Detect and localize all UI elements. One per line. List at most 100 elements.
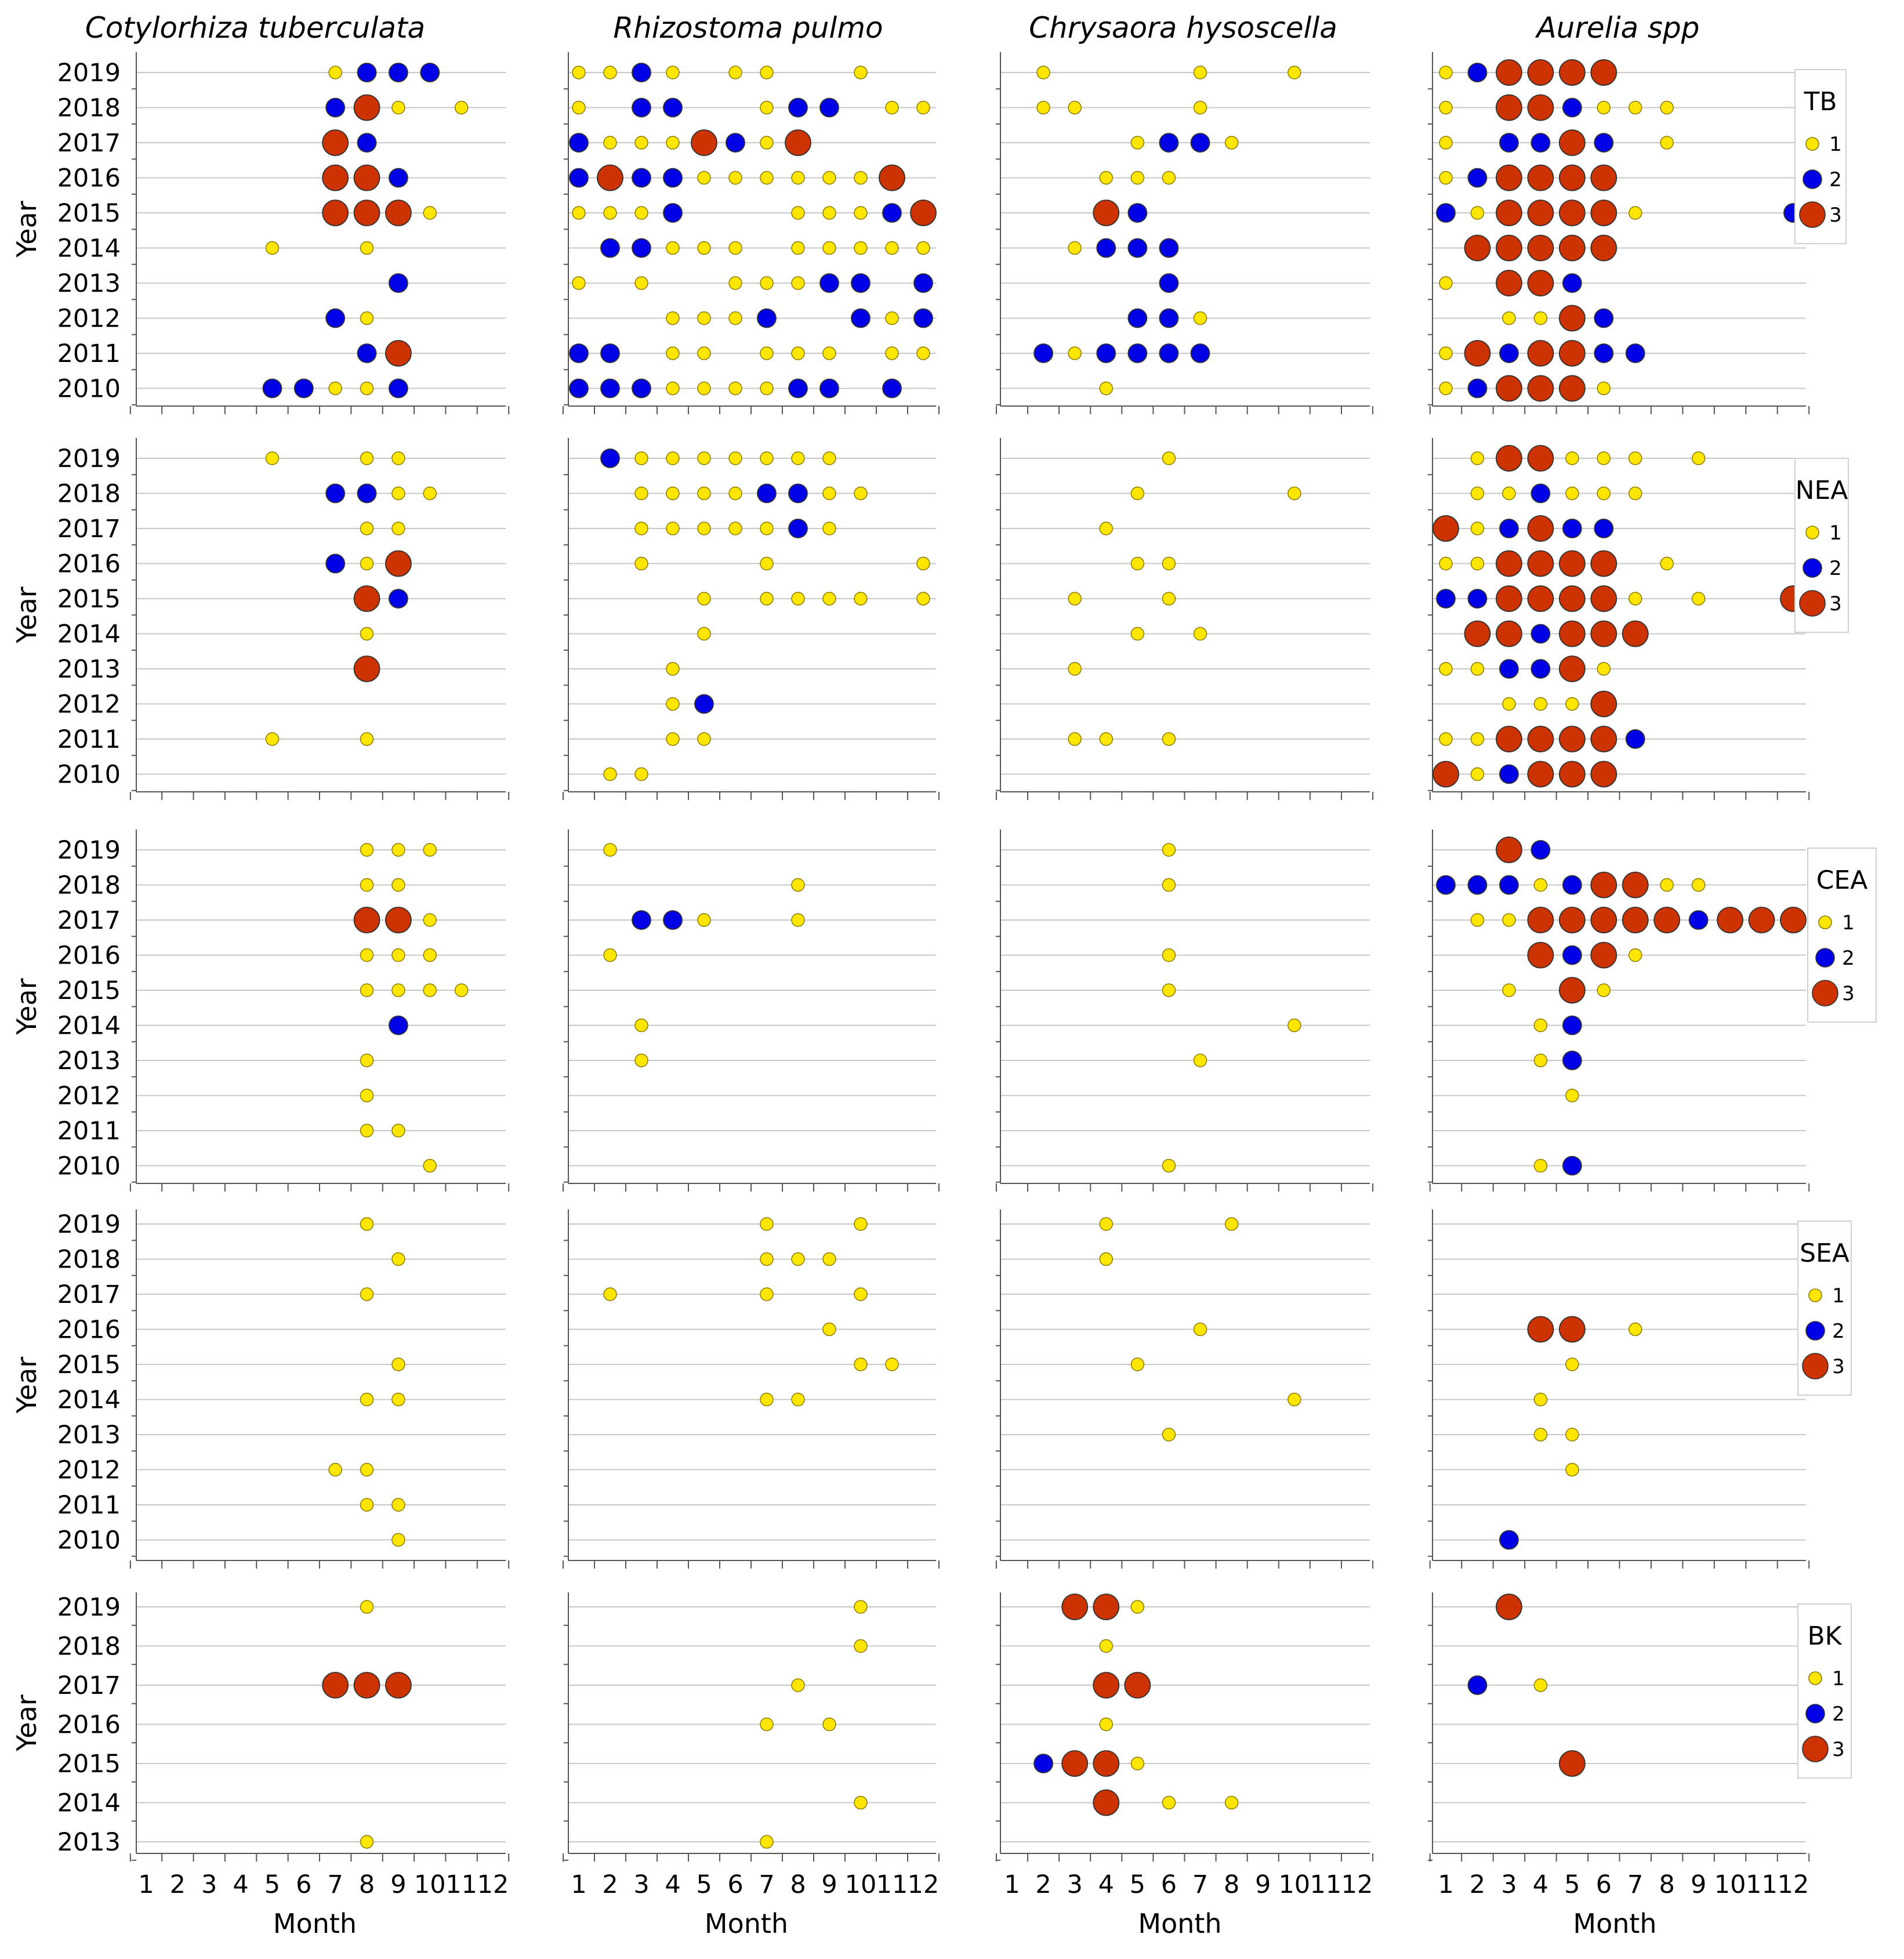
data-point-nea-2016-m3 — [1496, 550, 1522, 577]
data-point-tb-2010-m4 — [666, 381, 680, 396]
data-point-tb-2015-m6 — [1590, 200, 1618, 226]
legend-title: CEA — [1816, 866, 1868, 895]
data-point-nea-2011-m4 — [1099, 732, 1114, 746]
data-point-tb-2012-m10 — [851, 308, 871, 328]
data-point-cea-2017-m3 — [1502, 913, 1516, 927]
data-point-nea-2011-m5 — [697, 732, 711, 746]
year-tick-label: 2015 — [57, 199, 121, 228]
data-point-sea-2016-m7 — [1193, 1322, 1207, 1337]
data-point-tb-2015-m5 — [1558, 200, 1586, 226]
year-tick-label: 2015 — [57, 1750, 121, 1779]
data-point-sea-2018-m8 — [791, 1252, 805, 1266]
data-point-tb-2012-m5 — [1558, 305, 1586, 332]
month-tick-label: 3 — [201, 1870, 217, 1899]
data-point-tb-2018-m8 — [353, 94, 380, 121]
data-point-nea-2016-m9 — [385, 550, 412, 577]
data-point-cea-2014-m9 — [389, 1015, 408, 1035]
data-point-cea-2015-m5 — [1558, 977, 1586, 1004]
data-point-tb-2010-m5 — [1558, 375, 1586, 402]
data-point-tb-2016-m9 — [389, 168, 408, 188]
data-point-nea-2014-m3 — [1496, 620, 1522, 647]
month-tick-label: 10 — [1714, 1870, 1746, 1899]
data-point-nea-2018-m6 — [1597, 486, 1611, 501]
legend-label: 3 — [1832, 1738, 1845, 1761]
month-tick-label: 4 — [1098, 1870, 1114, 1899]
data-point-nea-2012-m4 — [666, 697, 680, 711]
data-point-tb-2019-m8 — [357, 63, 377, 82]
data-point-tb-2019-m1 — [572, 66, 586, 79]
data-point-cea-2017-m8 — [353, 907, 380, 933]
data-point-nea-2011-m5 — [1558, 726, 1586, 752]
data-point-tb-2016-m4 — [663, 168, 683, 188]
data-point-bk-2017-m2 — [1467, 1675, 1488, 1695]
data-point-nea-2016-m5 — [1558, 550, 1586, 577]
data-point-tb-2010-m6 — [1597, 381, 1611, 396]
legend-marker — [1805, 526, 1819, 539]
data-point-tb-2010-m8 — [360, 381, 374, 396]
data-point-nea-2019-m4 — [1527, 445, 1554, 472]
data-point-nea-2011-m3 — [1068, 732, 1082, 746]
data-point-tb-2018-m8 — [1660, 100, 1674, 115]
year-tick-label: 2017 — [57, 129, 121, 158]
data-point-bk-2013-m8 — [360, 1835, 374, 1849]
data-point-nea-2018-m5 — [1565, 486, 1579, 501]
data-point-nea-2010-m6 — [1590, 761, 1618, 788]
data-point-tb-2016-m1 — [569, 168, 589, 188]
month-tick-label: 6 — [1596, 1870, 1612, 1899]
data-point-cea-2018-m9 — [1691, 878, 1706, 892]
data-point-nea-2016-m3 — [634, 556, 648, 571]
data-point-tb-2014-m3 — [1496, 234, 1522, 262]
month-tick-label: 2 — [1470, 1870, 1485, 1899]
data-point-tb-2018-m8 — [788, 97, 808, 118]
legend-label: 1 — [1832, 1667, 1845, 1690]
data-point-tb-2017-m5 — [1558, 129, 1586, 156]
data-point-tb-2011-m7 — [1190, 343, 1210, 363]
data-point-nea-2019-m3 — [634, 451, 648, 465]
data-point-tb-2017-m7 — [760, 136, 774, 150]
month-tick-label: 1 — [138, 1870, 154, 1899]
data-point-tb-2010-m1 — [1439, 381, 1453, 396]
data-point-tb-2017-m6 — [1594, 133, 1614, 153]
data-point-tb-2013-m9 — [819, 273, 839, 293]
data-point-tb-2014-m5 — [265, 241, 280, 255]
data-point-tb-2011-m2 — [1464, 340, 1491, 367]
data-point-sea-2010-m9 — [391, 1533, 405, 1547]
data-point-tb-2012-m7 — [757, 308, 777, 328]
data-point-tb-2013-m9 — [389, 273, 408, 293]
data-point-tb-2012-m12 — [913, 308, 933, 328]
data-point-nea-2015-m4 — [1527, 585, 1554, 612]
data-point-cea-2018-m8 — [791, 878, 805, 892]
data-point-sea-2015-m10 — [854, 1357, 868, 1371]
year-tick-label: 2019 — [57, 836, 121, 865]
y-axis-title: Year — [11, 978, 42, 1035]
year-tick-label: 2018 — [57, 480, 121, 509]
year-tick-label: 2014 — [57, 620, 121, 649]
data-point-tb-2016-m6 — [728, 171, 742, 185]
data-point-bk-2019-m4 — [1093, 1594, 1120, 1620]
data-point-tb-2016-m10 — [854, 171, 868, 185]
data-point-nea-2017-m4 — [1099, 522, 1114, 535]
legend-label: 3 — [1829, 592, 1842, 615]
data-point-bk-2017-m7 — [322, 1672, 349, 1699]
data-point-cea-2014-m3 — [634, 1018, 648, 1033]
data-point-nea-2015-m7 — [1628, 592, 1642, 606]
data-point-bk-2013-m7 — [760, 1835, 774, 1849]
data-point-nea-2016-m12 — [916, 556, 930, 571]
data-point-cea-2015-m6 — [1597, 983, 1611, 997]
data-point-cea-2018-m3 — [1499, 875, 1519, 895]
data-point-tb-2011-m1 — [569, 343, 589, 363]
year-tick-label: 2016 — [57, 1316, 121, 1345]
data-point-nea-2017-m3 — [1499, 519, 1519, 538]
month-tick-label: 8 — [1659, 1870, 1675, 1899]
column-title: Cotylorhiza tuberculata — [85, 11, 425, 45]
data-point-tb-2011-m3 — [1068, 346, 1082, 360]
data-point-nea-2010-m5 — [1558, 761, 1586, 788]
month-tick-label: 4 — [665, 1870, 680, 1899]
data-point-nea-2015-m9 — [1691, 592, 1706, 606]
year-tick-label: 2019 — [57, 1210, 121, 1239]
month-tick-label: 1 — [1438, 1870, 1453, 1899]
data-point-tb-2019-m2 — [603, 66, 617, 79]
data-point-cea-2018-m6 — [1590, 871, 1618, 899]
year-tick-label: 2012 — [57, 1456, 121, 1485]
data-point-tb-2017-m2 — [603, 136, 617, 150]
